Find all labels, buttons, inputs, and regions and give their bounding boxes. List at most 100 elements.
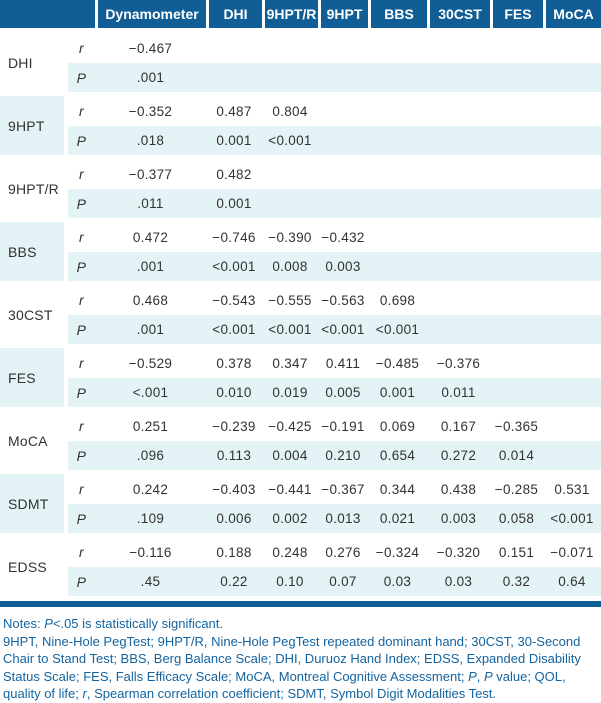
row-label-sdmt: SDMT <box>0 474 68 537</box>
value-cell <box>490 315 543 348</box>
value-cell: 0.276 <box>325 544 361 560</box>
value-cell: 0.003 <box>427 504 490 537</box>
notes-italic-term: P <box>468 668 477 684</box>
value-cell <box>206 33 262 63</box>
p-row-moca: P .096 0.113 0.004 0.210 0.654 0.272 0.014 <box>0 441 601 474</box>
value-cell: −0.320 <box>436 544 481 560</box>
value-cell <box>368 63 427 96</box>
stat-label-r: r <box>79 40 84 56</box>
value-cell: 0.10 <box>262 567 318 600</box>
value-cell <box>543 252 601 285</box>
stat-label-p: P <box>68 189 95 222</box>
value-cell: <0.001 <box>262 315 318 348</box>
value-cell <box>490 348 543 378</box>
value-cell <box>490 222 543 252</box>
notes-italic-term: P <box>44 616 53 631</box>
r-row-dhi: DHI r −0.467 <box>0 33 601 96</box>
notes-abbreviations: 9HPT, Nine-Hole PegTest; 9HPT/R, Nine-Ho… <box>3 633 597 703</box>
value-cell <box>490 252 543 285</box>
value-cell <box>427 96 490 126</box>
value-cell <box>543 378 601 411</box>
value-cell: <0.001 <box>318 315 368 348</box>
value-cell: 0.242 <box>132 481 169 497</box>
value-cell <box>262 63 318 96</box>
value-cell: .096 <box>95 441 206 474</box>
value-cell <box>490 378 543 411</box>
notes-text-segment: , Spearman correlation coefficient; SDMT… <box>86 686 497 701</box>
value-cell <box>427 63 490 96</box>
stat-label-r: r <box>79 292 84 308</box>
value-cell: 0.251 <box>132 418 169 434</box>
value-cell <box>318 33 368 63</box>
value-cell: −0.403 <box>212 481 256 497</box>
notes-text-segment: value; QOL, quality of life; <box>3 668 566 702</box>
column-header-dhi: DHI <box>206 0 262 33</box>
notes-italic-term: r <box>82 686 87 701</box>
stat-label-r: r <box>79 418 84 434</box>
value-cell <box>427 33 490 63</box>
value-cell: 0.248 <box>272 544 308 560</box>
value-cell: 0.001 <box>206 126 262 159</box>
value-cell: 0.011 <box>427 378 490 411</box>
value-cell <box>490 159 543 189</box>
value-cell: .45 <box>95 567 206 600</box>
row-label-30cst: 30CST <box>0 285 68 348</box>
value-cell: −0.543 <box>212 292 256 308</box>
stat-label-p: P <box>68 252 95 285</box>
value-cell: −0.441 <box>268 481 312 497</box>
stat-label-p: P <box>68 315 95 348</box>
value-cell: 0.001 <box>368 378 427 411</box>
value-cell: .001 <box>95 63 206 96</box>
p-row-edss: P .45 0.22 0.10 0.07 0.03 0.03 0.32 0.64 <box>0 567 601 600</box>
value-cell: 0.003 <box>318 252 368 285</box>
column-header-9hpt: 9HPT <box>318 0 368 33</box>
stat-label-r: r <box>79 229 84 245</box>
value-cell <box>318 159 368 189</box>
value-cell: −0.367 <box>321 481 365 497</box>
value-cell <box>490 189 543 222</box>
value-cell <box>368 252 427 285</box>
value-cell: <0.001 <box>368 315 427 348</box>
value-cell: 0.272 <box>427 441 490 474</box>
value-cell: 0.487 <box>216 103 252 119</box>
value-cell: 0.378 <box>216 355 252 371</box>
value-cell: 0.347 <box>272 355 308 371</box>
value-cell: <.001 <box>95 378 206 411</box>
value-cell: −0.377 <box>128 166 173 182</box>
value-cell <box>427 315 490 348</box>
p-row-30cst: P .001 <0.001 <0.001 <0.001 <0.001 <box>0 315 601 348</box>
p-row-dhi: P .001 <box>0 63 601 96</box>
value-cell <box>368 222 427 252</box>
value-cell: 0.64 <box>543 567 601 600</box>
value-cell <box>262 33 318 63</box>
value-cell <box>368 189 427 222</box>
value-cell <box>543 411 601 441</box>
value-cell: 0.698 <box>379 292 416 308</box>
value-cell: −0.467 <box>128 40 173 56</box>
r-row-fes: FES r −0.529 0.378 0.347 0.411 −0.485 −0.376 <box>0 348 601 411</box>
column-header-fes: FES <box>490 0 543 33</box>
row-label-fes: FES <box>0 348 68 411</box>
value-cell <box>490 96 543 126</box>
value-cell: −0.365 <box>494 418 539 434</box>
value-cell <box>427 222 490 252</box>
notes-text-segment: Notes: <box>3 616 45 631</box>
value-cell: <0.001 <box>543 504 601 537</box>
r-row-9hpt-r: 9HPT/R r −0.377 0.482 <box>0 159 601 222</box>
value-cell <box>543 222 601 252</box>
value-cell: 0.010 <box>206 378 262 411</box>
value-cell <box>368 96 427 126</box>
stat-label-p: P <box>68 63 95 96</box>
r-row-sdmt: SDMT r 0.242 −0.403 −0.441 −0.367 0.344 0.438 −0… <box>0 474 601 537</box>
row-label-9hpt: 9HPT <box>0 96 68 159</box>
stat-label-p: P <box>68 441 95 474</box>
table-bottom-rule <box>0 601 601 607</box>
value-cell: 0.03 <box>427 567 490 600</box>
value-cell: .001 <box>95 252 206 285</box>
value-cell: 0.210 <box>318 441 368 474</box>
header-row: Dynamometer DHI 9HPT/R 9HPT BBS 30CST FES MoCA <box>0 0 601 33</box>
value-cell: 0.019 <box>262 378 318 411</box>
value-cell: <0.001 <box>206 252 262 285</box>
value-cell: 0.004 <box>262 441 318 474</box>
value-cell: .109 <box>95 504 206 537</box>
